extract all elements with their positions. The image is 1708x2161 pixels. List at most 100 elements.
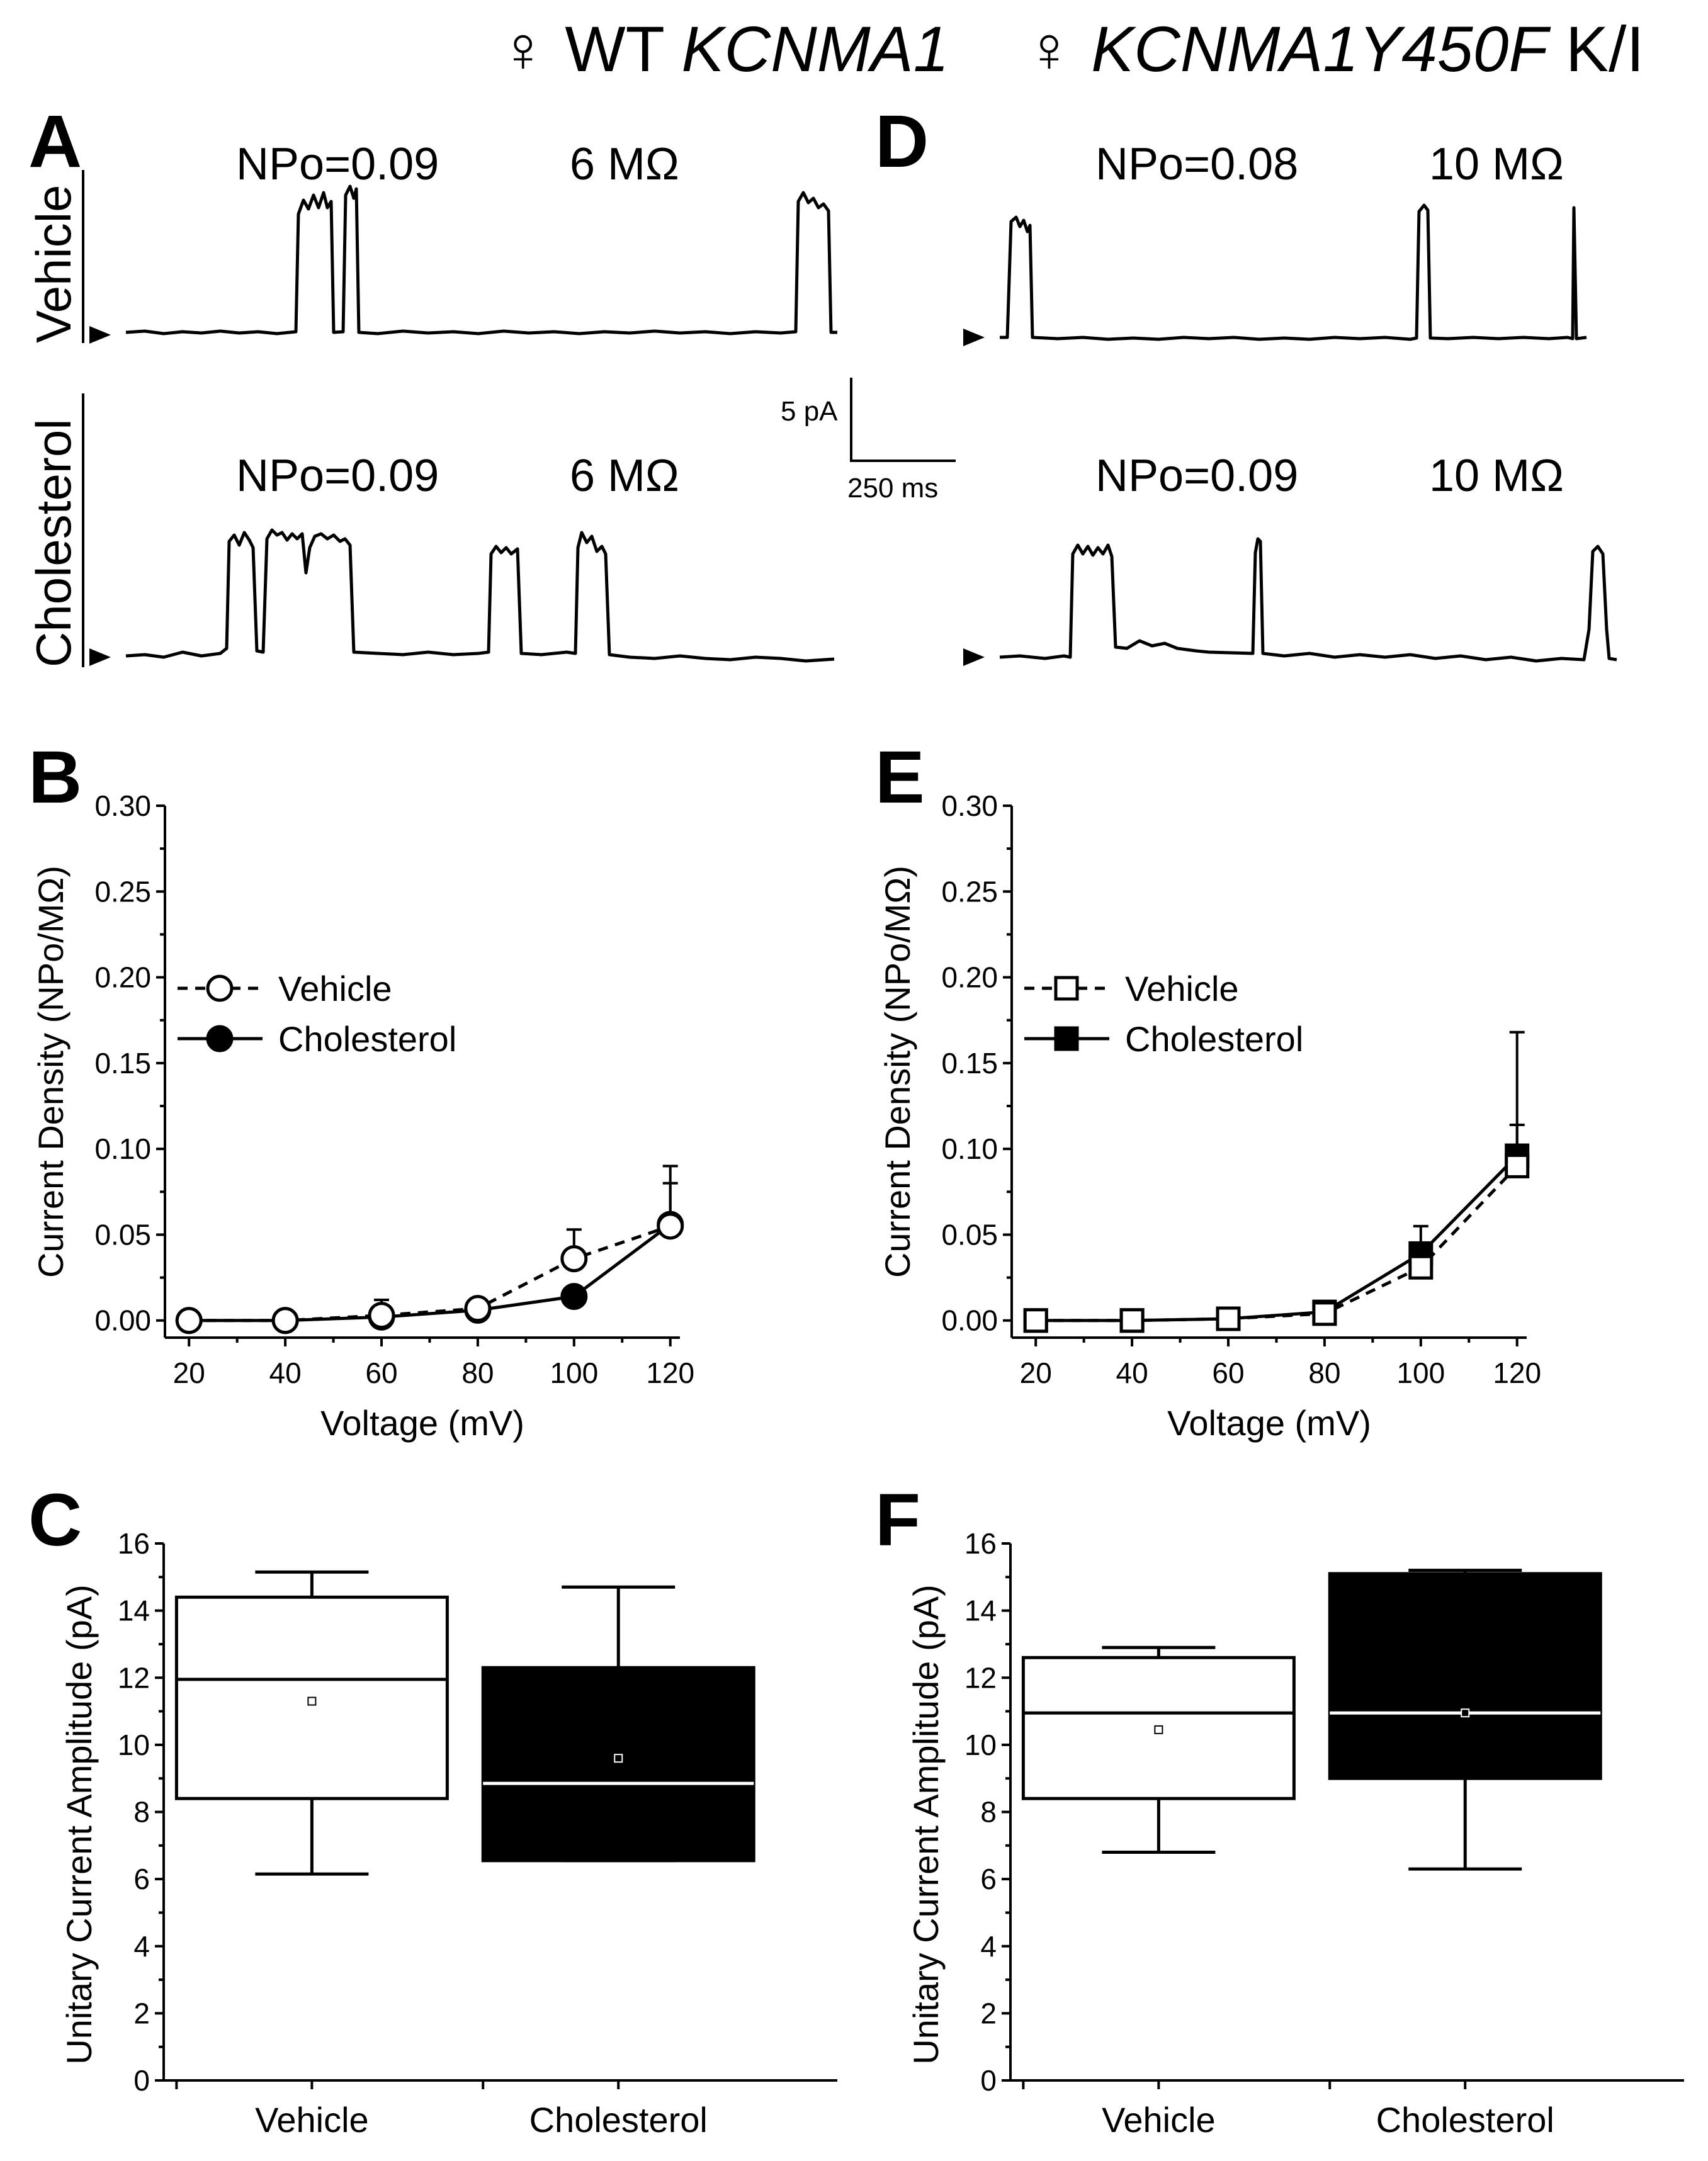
y-axis-label: Unitary Current Amplitude (pA) (59, 1584, 99, 2065)
x-tick-label-vehicle: Vehicle (1102, 2100, 1216, 2140)
x-tick-label: 60 (1212, 1357, 1244, 1389)
data-point (560, 1245, 588, 1273)
series-line-cholesterol (189, 1223, 672, 1323)
legend-label-vehicle: Vehicle (1125, 969, 1239, 1008)
mean-marker (1461, 1708, 1470, 1718)
resistance-a-vehicle: 6 MΩ (570, 139, 679, 189)
y-tick-label: 0.25 (94, 875, 151, 908)
y-tick-label: 0.05 (94, 1218, 151, 1251)
y-tick-label: 0 (980, 2064, 997, 2097)
baseline-arrow-a-vehicle (89, 326, 111, 344)
row-label-vehicle: Vehicle (26, 184, 81, 343)
chart-e: 0.00 0.05 0.10 0.15 0.20 0.25 0.30 20 40 60 80 100 1… (878, 789, 1541, 1443)
trace-a-vehicle (125, 184, 837, 336)
npo-a-cholesterol: NPo=0.09 (236, 451, 439, 501)
baseline-arrow-d-vehicle (963, 329, 985, 346)
y-axis-label: Unitary Current Amplitude (pA) (906, 1584, 946, 2065)
data-point (1119, 1308, 1145, 1333)
baseline-arrow-a-cholesterol (89, 648, 111, 666)
mean-marker (307, 1696, 317, 1706)
y-tick-label: 0.05 (941, 1218, 998, 1251)
x-tick-label: 60 (365, 1357, 397, 1389)
resistance-d-vehicle: 10 MΩ (1429, 139, 1564, 189)
data-point (1505, 1153, 1530, 1178)
data-point (1312, 1301, 1337, 1326)
x-tick-label: 40 (269, 1357, 302, 1389)
data-point (560, 1283, 588, 1311)
data-point (271, 1307, 299, 1334)
panel-letter-a: A (28, 100, 82, 183)
chart-b: 0.00 0.05 0.10 0.15 0.20 0.25 0.30 20 40 60 80 100 1… (31, 789, 694, 1443)
y-axis-label: Current Density (NPo/MΩ) (31, 866, 71, 1278)
female-symbol-right: ♀ (1025, 13, 1073, 85)
row-label-cholesterol: Cholesterol (26, 419, 81, 667)
y-tick-label: 16 (964, 1527, 997, 1560)
header-right-gene: KCNMA1Y450F (1091, 13, 1551, 85)
x-tick-label-cholesterol: Cholesterol (529, 2100, 708, 2140)
y-tick-label: 14 (964, 1594, 997, 1627)
y-tick-label: 0.20 (941, 961, 998, 994)
chart-c: 0 2 4 6 8 10 12 14 16 Unitary Current Amplitude (… (59, 1527, 837, 2140)
x-tick-label: 20 (1020, 1357, 1052, 1389)
data-point (657, 1212, 684, 1240)
y-tick-label: 0.15 (941, 1047, 998, 1080)
y-tick-label: 4 (133, 1930, 150, 1963)
y-tick-label: 8 (133, 1796, 150, 1829)
legend-label-vehicle: Vehicle (278, 969, 392, 1008)
y-tick-label: 10 (118, 1729, 150, 1761)
series-line-vehicle (189, 1224, 671, 1323)
y-tick-label: 0 (133, 2064, 150, 2097)
trace-a-cholesterol (125, 528, 835, 663)
data-point (368, 1302, 395, 1329)
y-tick-label: 4 (980, 1930, 997, 1963)
data-point (1023, 1308, 1048, 1333)
y-tick-label: 8 (980, 1796, 997, 1829)
legend-marker (1054, 1026, 1079, 1051)
header-left: ♀ WT KCNMA1 (499, 13, 949, 85)
y-tick-label: 0.00 (94, 1304, 151, 1337)
y-tick-label: 0.10 (94, 1132, 151, 1165)
y-tick-label: 0.20 (94, 961, 151, 994)
trace-d-cholesterol (999, 537, 1617, 663)
y-tick-label: 12 (964, 1661, 997, 1694)
resistance-d-cholesterol: 10 MΩ (1429, 451, 1564, 501)
npo-d-cholesterol: NPo=0.09 (1095, 451, 1298, 501)
y-tick-label: 0.15 (94, 1047, 151, 1080)
y-tick-label: 6 (980, 1863, 997, 1895)
data-point (1216, 1306, 1241, 1331)
data-point (464, 1295, 492, 1323)
legend-label-cholesterol: Cholesterol (278, 1019, 456, 1059)
y-tick-label: 14 (118, 1594, 150, 1627)
y-tick-label: 2 (133, 1997, 150, 2029)
y-tick-label: 6 (133, 1863, 150, 1895)
box-cholesterol (1328, 1572, 1602, 1780)
panel-letter-d: D (875, 100, 929, 183)
y-tick-label: 0.25 (941, 875, 998, 908)
y-tick-label: 0.30 (941, 789, 998, 822)
x-axis-label: Voltage (mV) (1167, 1403, 1371, 1443)
npo-d-vehicle: NPo=0.08 (1095, 139, 1298, 189)
header-left-prefix: WT (565, 13, 664, 85)
npo-a-vehicle: NPo=0.09 (236, 139, 439, 189)
header-right-suffix: K/I (1566, 13, 1644, 85)
panel-letter-e: E (875, 736, 925, 819)
series-line-cholesterol (1036, 1154, 1519, 1323)
x-axis-label: Voltage (mV) (320, 1403, 524, 1443)
legend-marker (206, 1025, 234, 1052)
y-axis-label: Current Density (NPo/MΩ) (878, 866, 917, 1278)
box-cholesterol (481, 1666, 755, 1863)
panel-letter-f: F (875, 1479, 920, 1562)
x-tick-label-vehicle: Vehicle (255, 2100, 369, 2140)
scale-bar (850, 378, 956, 462)
y-tick-label: 0.30 (94, 789, 151, 822)
scale-bar-current: 5 pA (781, 396, 838, 427)
legend-marker (206, 974, 234, 1002)
resistance-a-cholesterol: 6 MΩ (570, 451, 679, 501)
data-point (175, 1307, 203, 1334)
chart-f: 0 2 4 6 8 10 12 14 16 Unitary Current Amplitude (… (906, 1527, 1684, 2140)
x-tick-label: 100 (1396, 1357, 1445, 1389)
x-tick-label: 20 (173, 1357, 205, 1389)
series-line-vehicle (1036, 1165, 1519, 1323)
legend-marker (1054, 976, 1079, 1001)
